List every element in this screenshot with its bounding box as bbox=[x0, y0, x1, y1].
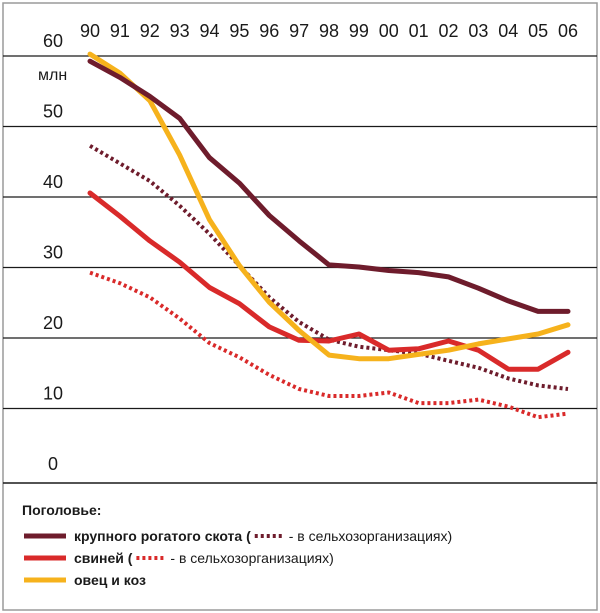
x-tick-label: 94 bbox=[199, 21, 219, 41]
x-tick-label: 01 bbox=[409, 21, 429, 41]
legend-sublabel: - в сельхозорганизациях) bbox=[170, 550, 333, 566]
legend-label: крупного рогатого скота ( bbox=[74, 528, 251, 544]
legend-label: свиней ( bbox=[74, 550, 133, 566]
y-axis-ticks: 0 10 20 30 40 50 60 bbox=[43, 31, 63, 474]
x-tick-label: 91 bbox=[110, 21, 130, 41]
series-line-cattle bbox=[87, 58, 571, 314]
x-tick-label: 99 bbox=[349, 21, 369, 41]
x-tick-label: 95 bbox=[229, 21, 249, 41]
x-tick-label: 03 bbox=[468, 21, 488, 41]
x-tick-label: 05 bbox=[528, 21, 548, 41]
unit-label: млн bbox=[38, 67, 67, 84]
x-axis-ticks: 90 91 92 93 94 95 96 97 98 99 00 01 02 03 04 05 06 bbox=[80, 21, 578, 41]
y-tick-label: 50 bbox=[43, 102, 63, 122]
y-tick-label: 0 bbox=[48, 454, 58, 474]
y-tick-label: 40 bbox=[43, 172, 63, 192]
y-tick-label: 20 bbox=[43, 313, 63, 333]
x-tick-label: 90 bbox=[80, 21, 100, 41]
series-line-pigs bbox=[87, 190, 571, 372]
series-lines bbox=[87, 51, 571, 420]
x-tick-label: 04 bbox=[498, 21, 518, 41]
x-tick-label: 02 bbox=[438, 21, 458, 41]
x-tick-label: 06 bbox=[558, 21, 578, 41]
series-line-pigs-agri bbox=[89, 270, 569, 420]
legend-sublabel: - в сельхозорганизациях) bbox=[289, 528, 452, 544]
y-tick-label: 10 bbox=[43, 384, 63, 404]
series-line-sheep-goats bbox=[87, 51, 571, 362]
legend-title: Поголовье: bbox=[22, 502, 101, 518]
x-tick-label: 93 bbox=[170, 21, 190, 41]
y-tick-label: 30 bbox=[43, 243, 63, 263]
x-tick-label: 98 bbox=[319, 21, 339, 41]
gridlines bbox=[3, 55, 597, 410]
legend: Поголовье: крупного рогатого скота ( - в … bbox=[22, 502, 452, 588]
x-tick-label: 97 bbox=[289, 21, 309, 41]
x-tick-label: 00 bbox=[379, 21, 399, 41]
legend-label: овец и коз bbox=[74, 572, 146, 588]
x-tick-label: 92 bbox=[140, 21, 160, 41]
x-tick-label: 96 bbox=[259, 21, 279, 41]
y-tick-label: 60 bbox=[43, 31, 63, 51]
